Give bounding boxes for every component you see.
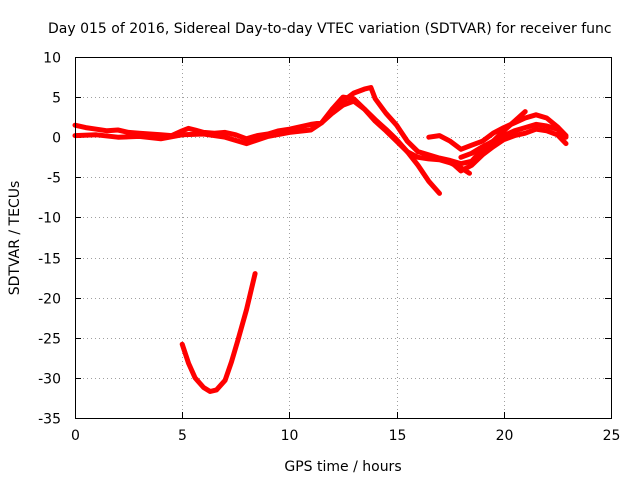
y-tick-label: -25 <box>38 332 61 348</box>
y-axis-label: SDTVAR / TECUs <box>7 181 23 296</box>
y-tick-label: -5 <box>47 171 61 187</box>
y-tick-label: 5 <box>52 91 61 107</box>
y-tick-label: -15 <box>38 252 61 268</box>
x-tick-labels: 0 5 10 15 20 25 <box>71 428 620 444</box>
series-line-track-low <box>72 98 472 176</box>
chart-title: Day 015 of 2016, Sidereal Day-to-day VTE… <box>48 21 612 37</box>
x-tick-label: 10 <box>281 428 299 444</box>
y-tick-labels: -35 -30 -25 -20 -15 -10 -5 0 5 10 <box>38 51 61 428</box>
y-tick-label: 10 <box>43 51 61 67</box>
y-tick-label: -30 <box>38 372 61 388</box>
y-tick-label: -10 <box>38 211 61 227</box>
y-tick-label: -35 <box>38 412 61 428</box>
series-line-track-late-c <box>458 121 569 160</box>
grid-lines <box>75 57 611 418</box>
x-tick-label: 15 <box>389 428 407 444</box>
plot-frame <box>75 57 612 419</box>
tick-marks <box>75 57 612 419</box>
series-line-track-late-b <box>447 126 569 174</box>
x-tick-label: 0 <box>71 428 80 444</box>
series-line-track-upper <box>329 85 528 167</box>
x-tick-label: 20 <box>496 428 514 444</box>
x-axis-label: GPS time / hours <box>284 459 401 475</box>
data-series <box>72 85 569 394</box>
x-tick-label: 5 <box>178 428 187 444</box>
x-tick-label: 25 <box>603 428 621 444</box>
y-tick-label: 0 <box>52 131 61 147</box>
series-line-track-late-a <box>426 112 569 152</box>
y-tick-label: -20 <box>38 292 61 308</box>
series-line-track-dip <box>179 271 258 394</box>
